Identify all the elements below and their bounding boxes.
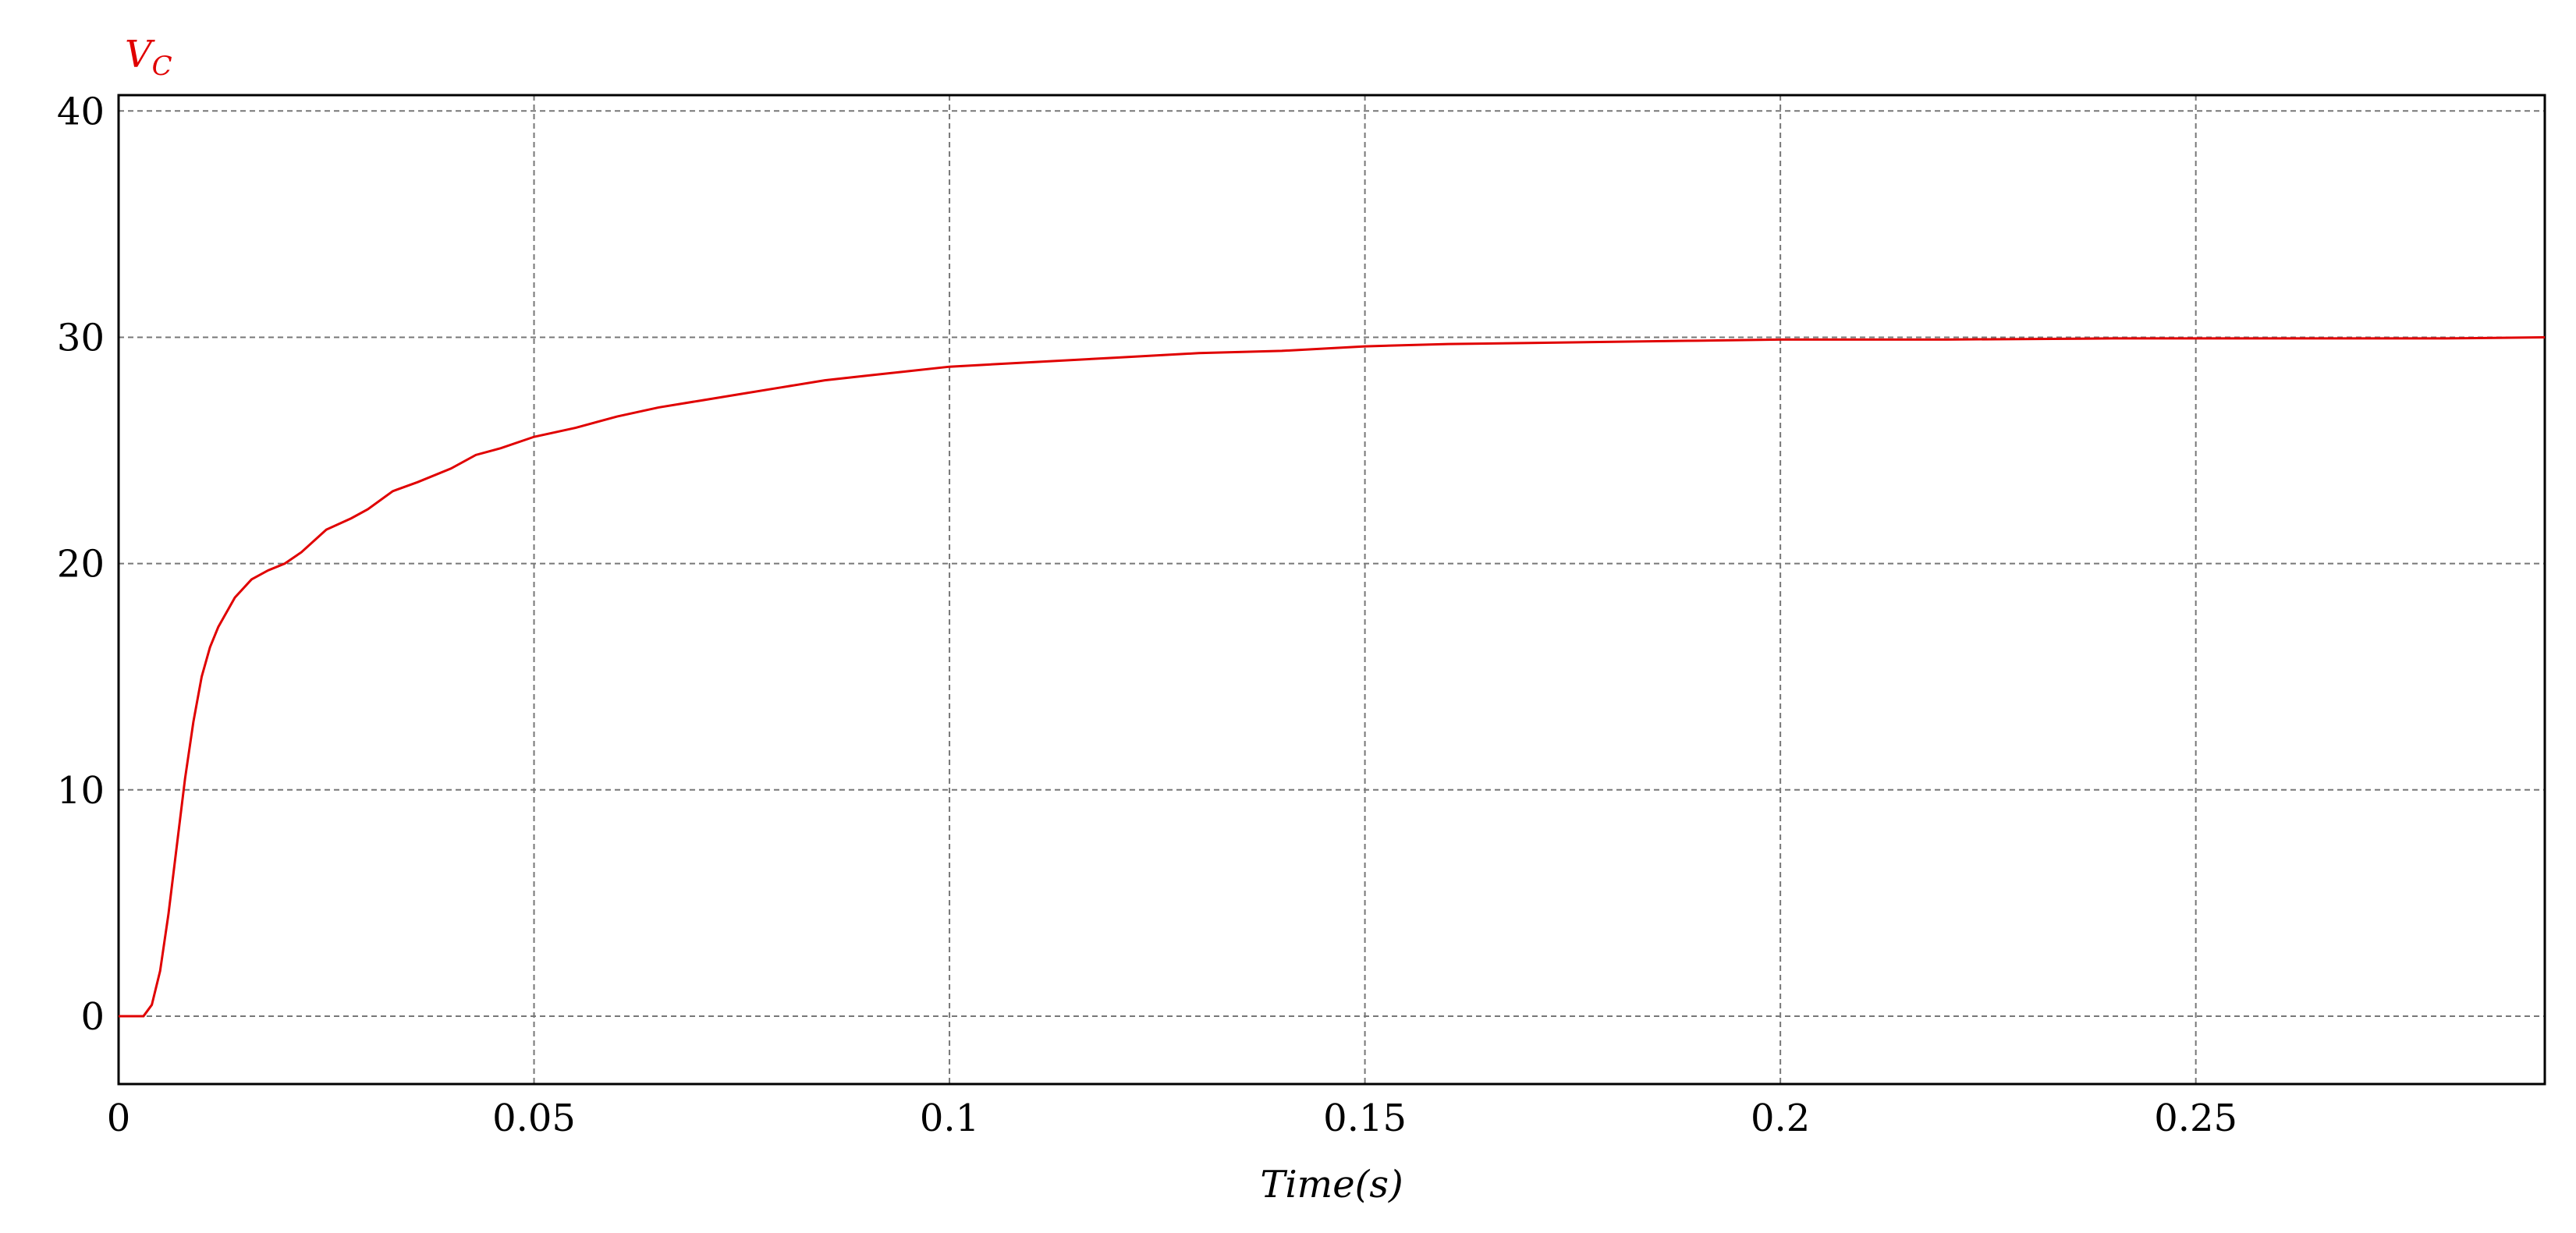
series-line xyxy=(119,335,2546,1018)
x-tick-label: 0.05 xyxy=(492,1097,576,1140)
y-tick-label: 20 xyxy=(57,543,105,586)
x-tick-label: 0.2 xyxy=(1751,1097,1810,1140)
x-tick-label: 0 xyxy=(107,1097,131,1140)
x-tick-label: 0.1 xyxy=(920,1097,979,1140)
x-tick-label: 0.15 xyxy=(1323,1097,1407,1140)
x-tick-label: 0.25 xyxy=(2154,1097,2237,1140)
x-axis-label: Time(s) xyxy=(1260,1163,1403,1206)
plot-frame xyxy=(117,94,2546,1086)
y-tick-label: 40 xyxy=(57,90,105,133)
y-tick-label: 10 xyxy=(57,769,105,813)
series-label: VC xyxy=(125,33,172,82)
y-tick-label: 30 xyxy=(57,316,105,360)
y-tick-label: 0 xyxy=(80,995,105,1039)
